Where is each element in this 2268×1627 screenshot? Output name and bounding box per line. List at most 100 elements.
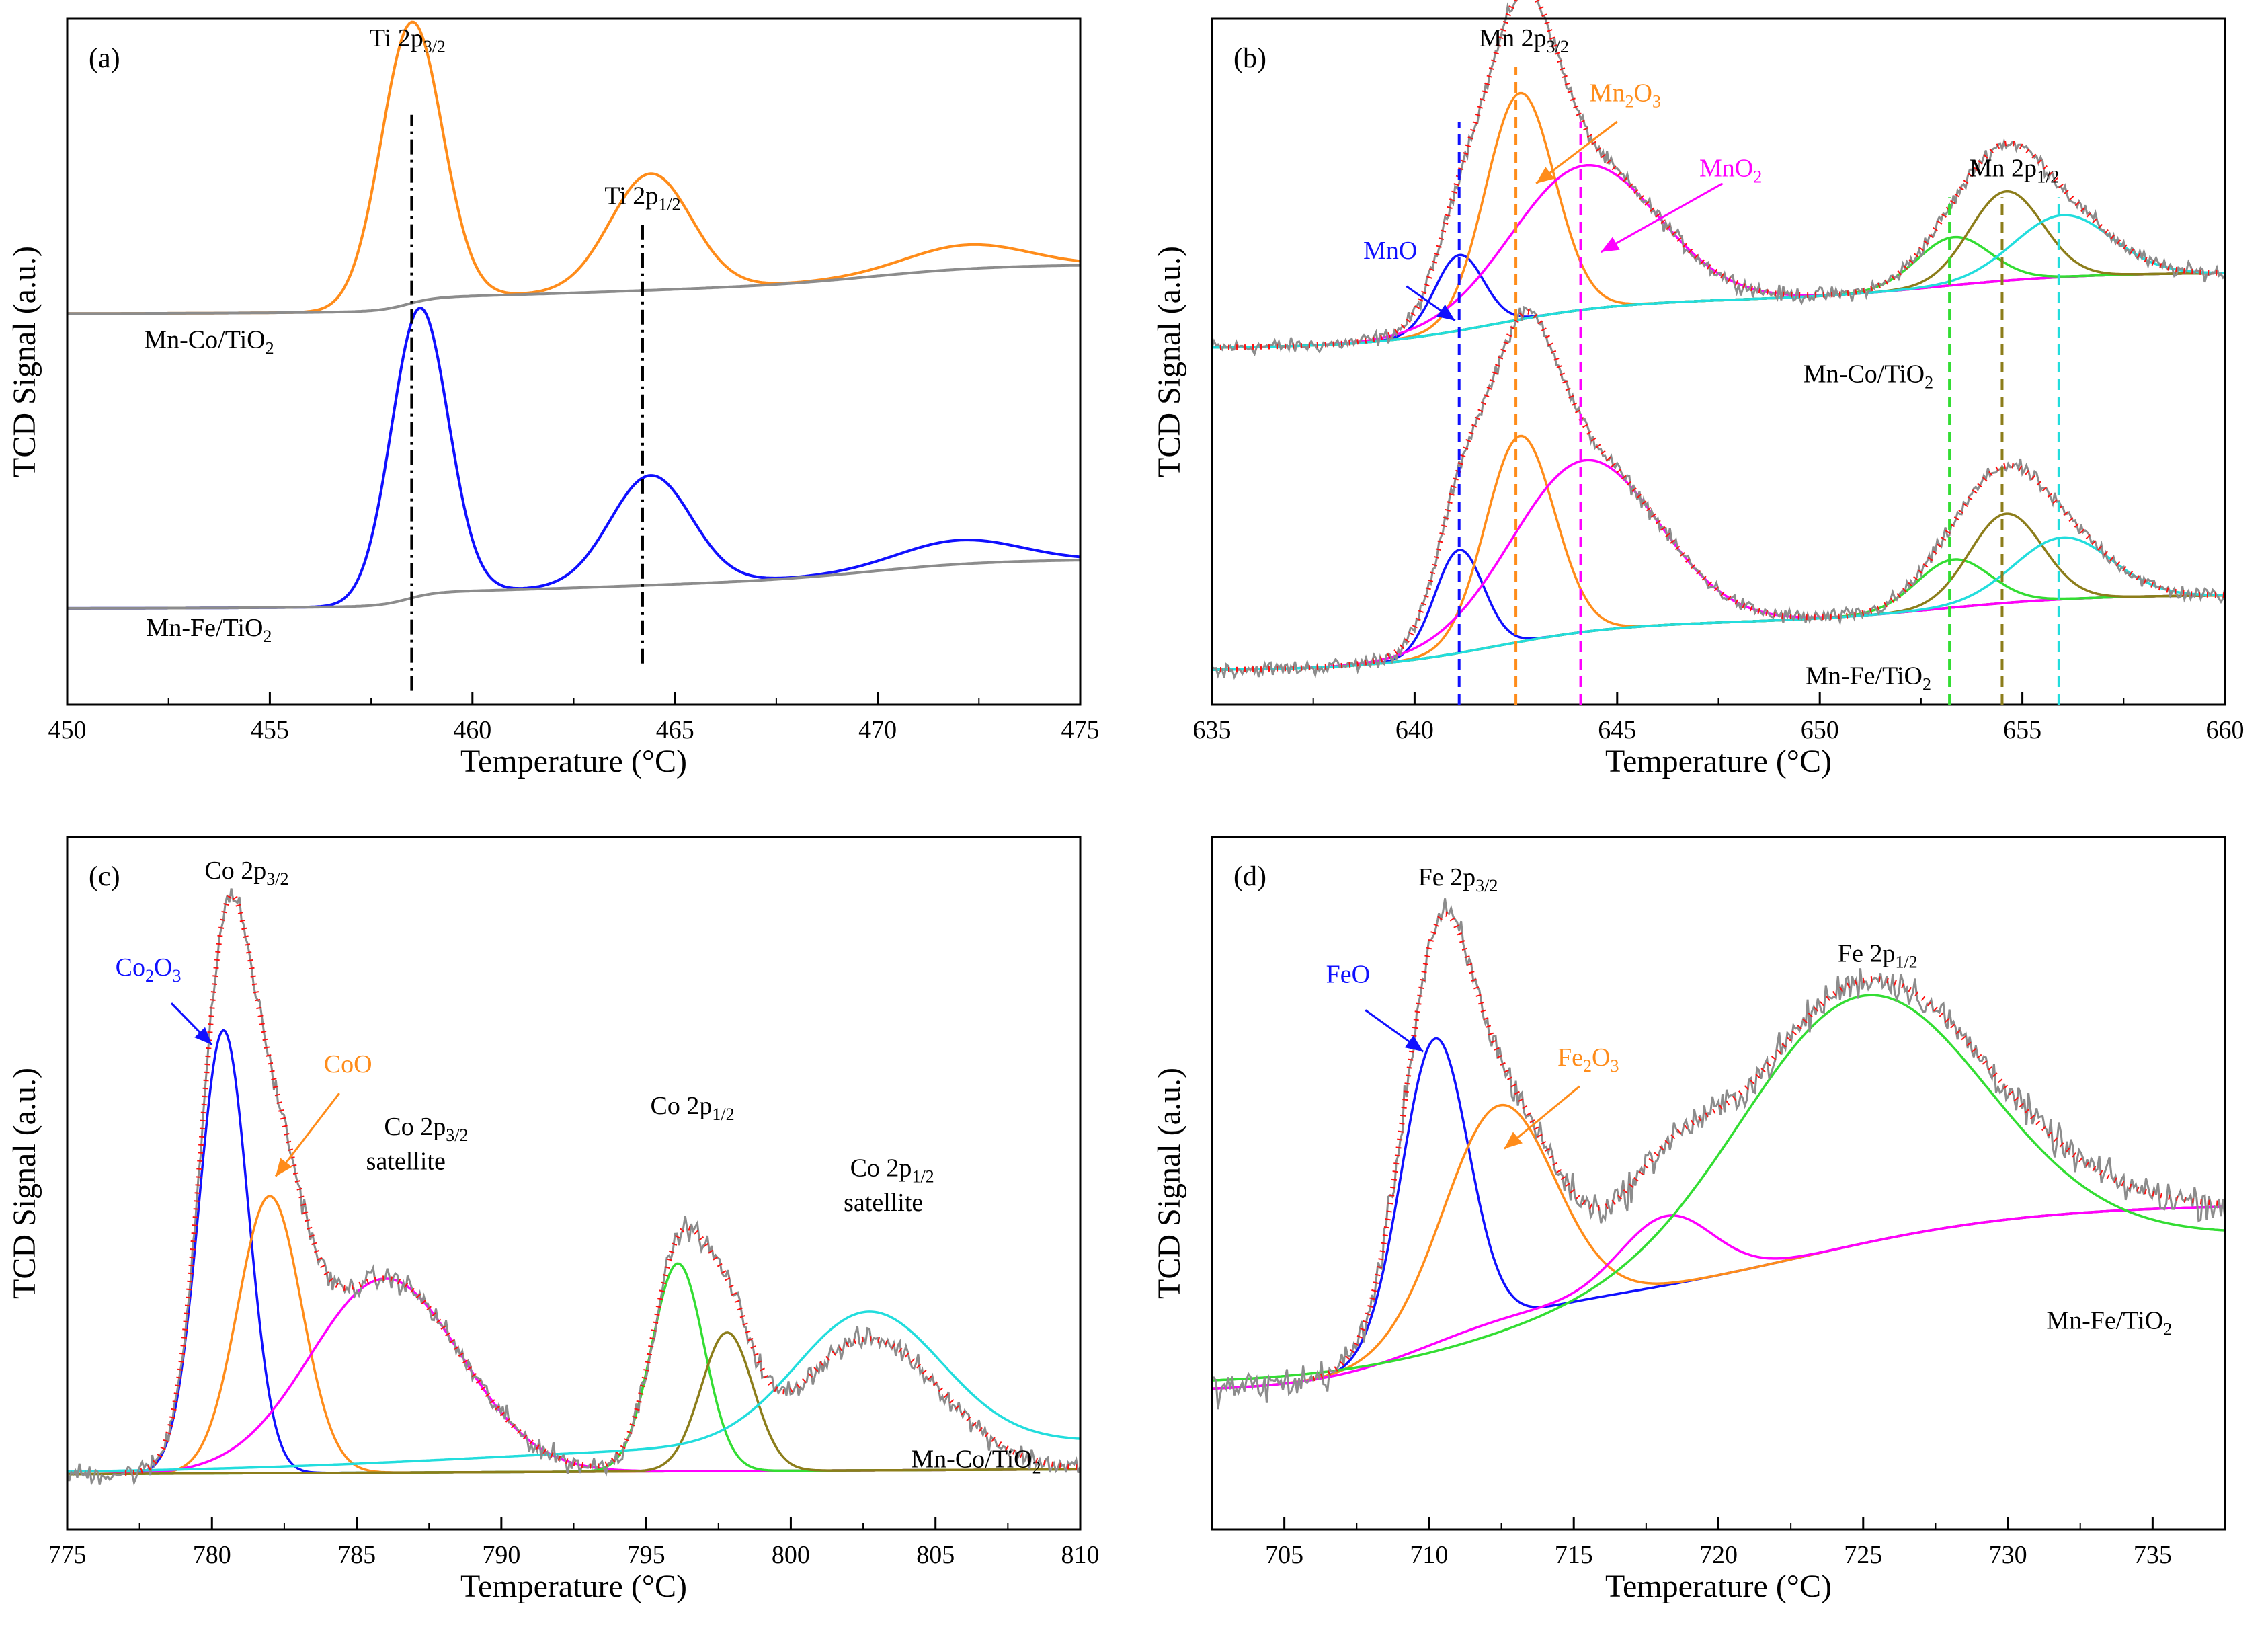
x-tick-label: 460 bbox=[453, 716, 491, 744]
x-tick-label: 470 bbox=[858, 716, 897, 744]
annotation-text: Mn-Co/TiO bbox=[144, 326, 265, 354]
annotation-subscript: 2 bbox=[1625, 91, 1634, 111]
annotation-tail: O bbox=[154, 953, 172, 982]
annotation-subscript: 3 bbox=[172, 966, 181, 986]
raw-data-co bbox=[1211, 0, 2226, 357]
series-line-1 bbox=[67, 264, 1081, 315]
plot-frame bbox=[1211, 836, 2226, 1531]
annotation-text: Co 2p bbox=[850, 1154, 912, 1183]
x-tick-label: 450 bbox=[48, 716, 87, 744]
annotation: Mn 2p1/2 bbox=[1970, 155, 2060, 187]
x-axis-title: Temperature (°C) bbox=[460, 1569, 687, 1604]
x-tick-label: 730 bbox=[1989, 1541, 2027, 1569]
annotation-text: satellite bbox=[844, 1189, 923, 1217]
annotation-subscript: 2 bbox=[2163, 1319, 2172, 1339]
annotation: Mn-Fe/TiO2 bbox=[1806, 662, 1931, 694]
annotation-text: Co 2p bbox=[384, 1113, 446, 1141]
annotation-text: Ti 2p bbox=[604, 182, 658, 210]
annotation: CoO bbox=[324, 1050, 372, 1078]
annotation: Fe2O3 bbox=[1557, 1043, 1619, 1076]
raw-data bbox=[66, 888, 1082, 1486]
annotation-subscript: 3 bbox=[1610, 1056, 1619, 1076]
annotation-text: Mn-Fe/TiO bbox=[2046, 1306, 2163, 1335]
annotation-text: Mn-Co/TiO bbox=[911, 1445, 1032, 1473]
annotation: Mn 2p3/2 bbox=[1479, 24, 1569, 56]
panel-1: 635 640 645 650 655 660 Temperature (°C) TCD Si… bbox=[1151, 0, 2244, 779]
fit-component-0 bbox=[67, 1029, 1080, 1476]
fit-component-4 bbox=[67, 1331, 1080, 1476]
x-tick-label: 710 bbox=[1410, 1541, 1448, 1569]
y-axis-title: TCD Signal (a.u.) bbox=[7, 246, 42, 477]
annotation-subscript: 3/2 bbox=[1547, 37, 1569, 56]
annotation-subscript: 2 bbox=[1583, 1056, 1592, 1076]
plot-frame bbox=[1211, 17, 2226, 706]
annotation-text: FeO bbox=[1326, 960, 1370, 988]
fit-envelope-fe bbox=[1212, 309, 2226, 673]
y-axis-title: TCD Signal (a.u.) bbox=[1151, 1068, 1187, 1299]
annotation-subscript: 3/2 bbox=[1475, 876, 1498, 896]
annotation-text: Fe 2p bbox=[1418, 863, 1476, 891]
annotation: Mn-Fe/TiO2 bbox=[2046, 1306, 2172, 1339]
fit-envelope-co bbox=[1212, 0, 2226, 350]
annotation: Mn-Co/TiO2 bbox=[1804, 360, 1933, 393]
annotation-text: Mn bbox=[1590, 79, 1625, 107]
fit-component-2 bbox=[1211, 1205, 2226, 1390]
x-tick-label: 635 bbox=[1193, 716, 1231, 744]
x-axis-title: Temperature (°C) bbox=[1605, 1569, 1832, 1604]
x-tick-label: 725 bbox=[1844, 1541, 1882, 1569]
annotation: Mn-Co/TiO2 bbox=[911, 1445, 1041, 1477]
annotation: MnO bbox=[1363, 237, 1417, 265]
arrow-head bbox=[276, 1158, 292, 1177]
arrow-head bbox=[1504, 1132, 1523, 1149]
annotation: Mn2O3 bbox=[1590, 79, 1661, 111]
fit-component-co-1 bbox=[1212, 91, 2225, 349]
annotation: FeO bbox=[1326, 960, 1370, 988]
x-tick-label: 715 bbox=[1555, 1541, 1593, 1569]
annotation: Ti 2p3/2 bbox=[370, 24, 446, 56]
annotation-text: MnO bbox=[1699, 155, 1753, 183]
x-tick-label: 735 bbox=[2134, 1541, 2172, 1569]
x-tick-label: 720 bbox=[1699, 1541, 1738, 1569]
annotation-subscript: 3/2 bbox=[446, 1125, 468, 1145]
x-axis-title: Temperature (°C) bbox=[460, 744, 687, 779]
panel-3: 705 710 715 720 725 730 735 Temperature (°C) TCD… bbox=[1151, 836, 2226, 1604]
annotation-text: Ti 2p bbox=[370, 24, 423, 52]
y-axis-title: TCD Signal (a.u.) bbox=[1151, 246, 1187, 477]
arrow-head bbox=[194, 1027, 212, 1045]
annotation: Ti 2p1/2 bbox=[604, 182, 680, 214]
fit-component-3 bbox=[1211, 994, 2226, 1382]
annotation-text: Mn 2p bbox=[1970, 155, 2037, 183]
plot-frame bbox=[66, 17, 1082, 706]
fit-component-fe-3 bbox=[1212, 558, 2225, 671]
series-line-3 bbox=[67, 559, 1081, 610]
fit-component-co-4 bbox=[1212, 190, 2225, 349]
annotation: Co 2p3/2 bbox=[204, 857, 288, 889]
x-tick-label: 640 bbox=[1395, 716, 1434, 744]
x-tick-label: 705 bbox=[1265, 1541, 1303, 1569]
annotation: Co2O3 bbox=[116, 953, 181, 986]
x-tick-label: 800 bbox=[772, 1541, 810, 1569]
panel-label: (d) bbox=[1233, 861, 1266, 892]
annotation-subscript: 3/2 bbox=[266, 869, 288, 889]
annotation-subscript: 2 bbox=[1753, 167, 1762, 187]
annotation: Mn-Co/TiO2 bbox=[144, 326, 274, 358]
fit-component-1 bbox=[67, 1195, 1080, 1476]
annotation-subscript: 2 bbox=[145, 966, 154, 986]
annotation-subscript: 1/2 bbox=[712, 1105, 734, 1124]
x-tick-label: 475 bbox=[1061, 716, 1100, 744]
fit-component-fe-0 bbox=[1212, 549, 2225, 671]
x-tick-label: 775 bbox=[48, 1541, 87, 1569]
panel-label: (a) bbox=[89, 43, 120, 74]
annotation-subscript: 1/2 bbox=[658, 194, 680, 214]
annotation-subscript: 3/2 bbox=[423, 37, 446, 56]
x-tick-label: 650 bbox=[1801, 716, 1839, 744]
x-tick-label: 780 bbox=[193, 1541, 231, 1569]
panel-label: (b) bbox=[1233, 43, 1266, 74]
annotation-text: Fe 2p bbox=[1838, 939, 1896, 967]
annotation-tail: O bbox=[1634, 79, 1652, 107]
annotation-subscript: 2 bbox=[1032, 1458, 1041, 1477]
annotation-text: satellite bbox=[366, 1147, 446, 1175]
annotation: Fe 2p1/2 bbox=[1838, 939, 1918, 971]
annotation: Co 2p3/2 bbox=[384, 1113, 468, 1145]
annotation-subscript: 2 bbox=[1925, 373, 1933, 393]
